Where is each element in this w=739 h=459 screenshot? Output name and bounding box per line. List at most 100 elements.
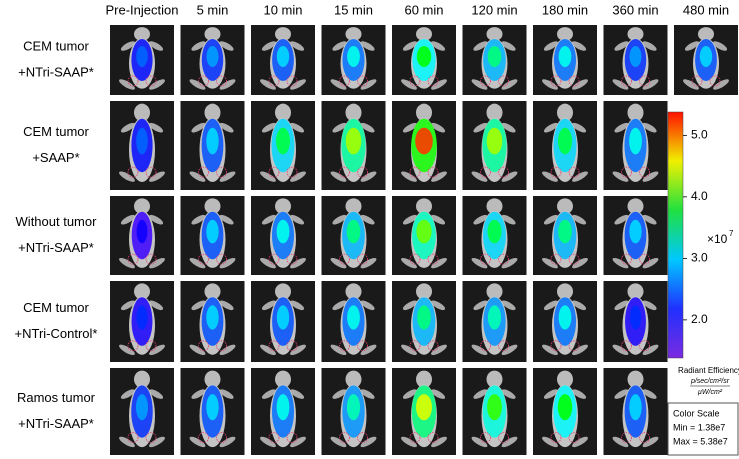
signal-core xyxy=(487,46,502,67)
multiplier-exponent: 7 xyxy=(729,229,734,238)
mouse-leg xyxy=(642,436,659,448)
mouse-leg xyxy=(572,171,588,182)
mouse-head xyxy=(204,27,221,42)
mouse-leg xyxy=(330,171,347,182)
tumor-outline xyxy=(709,75,721,87)
mouse-leg xyxy=(360,41,375,51)
tumor-outline xyxy=(498,432,509,444)
tumor-outline xyxy=(621,340,632,352)
tumor-outline xyxy=(550,166,562,178)
tumor-outline xyxy=(198,166,209,178)
mouse-leg xyxy=(543,41,559,51)
mouse-leg xyxy=(189,171,206,182)
mouse-leg xyxy=(543,214,559,225)
mouse-head xyxy=(345,198,362,215)
mouse-image xyxy=(321,101,386,190)
tumor-outline xyxy=(216,75,227,87)
tumor-outline xyxy=(480,253,491,265)
mouse-leg xyxy=(542,344,558,356)
mouse-leg xyxy=(290,257,306,269)
tumor-outline xyxy=(409,75,421,87)
mouse-leg xyxy=(219,171,236,182)
mouse-leg xyxy=(402,122,418,133)
mouse-image xyxy=(110,196,174,275)
mouse-leg xyxy=(402,300,418,311)
tumor-outline xyxy=(286,166,298,178)
tumor-outline xyxy=(568,253,580,265)
tumor-outline xyxy=(550,340,562,352)
tumor-outline xyxy=(268,340,280,352)
mouse-leg xyxy=(543,122,559,133)
mouse-leg xyxy=(401,257,417,269)
signal-core xyxy=(347,46,360,67)
mouse-image xyxy=(392,101,456,190)
mouse-leg xyxy=(572,344,588,356)
mouse-leg xyxy=(614,214,629,225)
mouse-leg xyxy=(572,79,588,90)
mouse-leg xyxy=(542,171,558,182)
mouse-leg xyxy=(360,171,377,182)
mouse-leg xyxy=(289,214,305,225)
mouse-leg xyxy=(473,389,488,399)
mouse-leg xyxy=(332,300,347,311)
tumor-outline xyxy=(339,75,350,87)
mouse-head xyxy=(345,283,362,300)
signal-core xyxy=(416,394,432,421)
tumor-outline xyxy=(339,432,350,444)
mouse-image xyxy=(321,25,386,95)
signal-core xyxy=(206,219,219,244)
mouse-leg xyxy=(330,257,347,269)
colorbar xyxy=(667,111,684,359)
mouse-leg xyxy=(473,214,488,225)
signal-core xyxy=(487,219,502,244)
signal-core xyxy=(558,127,572,155)
tumor-outline xyxy=(427,253,439,265)
signal-core xyxy=(206,46,219,67)
mouse-leg xyxy=(332,41,347,51)
mouse-leg xyxy=(612,257,629,269)
tumor-outline xyxy=(639,340,650,352)
signal-core xyxy=(416,219,432,244)
mouse-leg xyxy=(501,257,518,269)
mouse-image xyxy=(533,101,597,190)
mouse-leg xyxy=(501,171,518,182)
mouse-head xyxy=(416,283,432,300)
signal-core xyxy=(346,394,361,421)
mouse-leg xyxy=(401,79,417,90)
signal-core xyxy=(276,219,290,244)
colorbar-tick-label: 2.0 xyxy=(691,312,708,326)
mouse-head xyxy=(557,283,573,300)
mouse-leg xyxy=(642,214,657,225)
tumor-outline xyxy=(427,432,439,444)
tumor-outline xyxy=(639,253,650,265)
tumor-outline xyxy=(498,75,509,87)
mouse-image xyxy=(603,101,668,190)
signal-core xyxy=(558,219,572,244)
mouse-leg xyxy=(360,214,375,225)
row-label: CEM tumor xyxy=(23,300,89,315)
tumor-outline xyxy=(268,432,280,444)
mouse-leg xyxy=(473,41,488,51)
mouse-leg xyxy=(332,122,347,133)
unit-numerator: p/sec/cm²/sr xyxy=(690,378,730,385)
mouse-leg xyxy=(290,344,306,356)
row-label: +NTri-SAAP* xyxy=(18,240,94,255)
mouse-leg xyxy=(501,344,518,356)
mouse-leg xyxy=(149,344,165,356)
tumor-outline xyxy=(286,340,298,352)
mouse-leg xyxy=(219,300,234,311)
colorbar-tick-label: 3.0 xyxy=(691,251,708,265)
tumor-outline xyxy=(127,432,139,444)
tumor-outline xyxy=(286,432,298,444)
mouse-leg xyxy=(148,300,164,311)
mouse-leg xyxy=(189,79,206,90)
signal-core xyxy=(629,394,642,421)
mouse-image xyxy=(462,281,527,362)
mouse-leg xyxy=(642,41,657,51)
signal-core xyxy=(486,127,503,155)
mouse-leg xyxy=(572,257,588,269)
tumor-outline xyxy=(480,166,491,178)
tumor-outline xyxy=(339,253,350,265)
mouse-leg xyxy=(401,436,417,448)
